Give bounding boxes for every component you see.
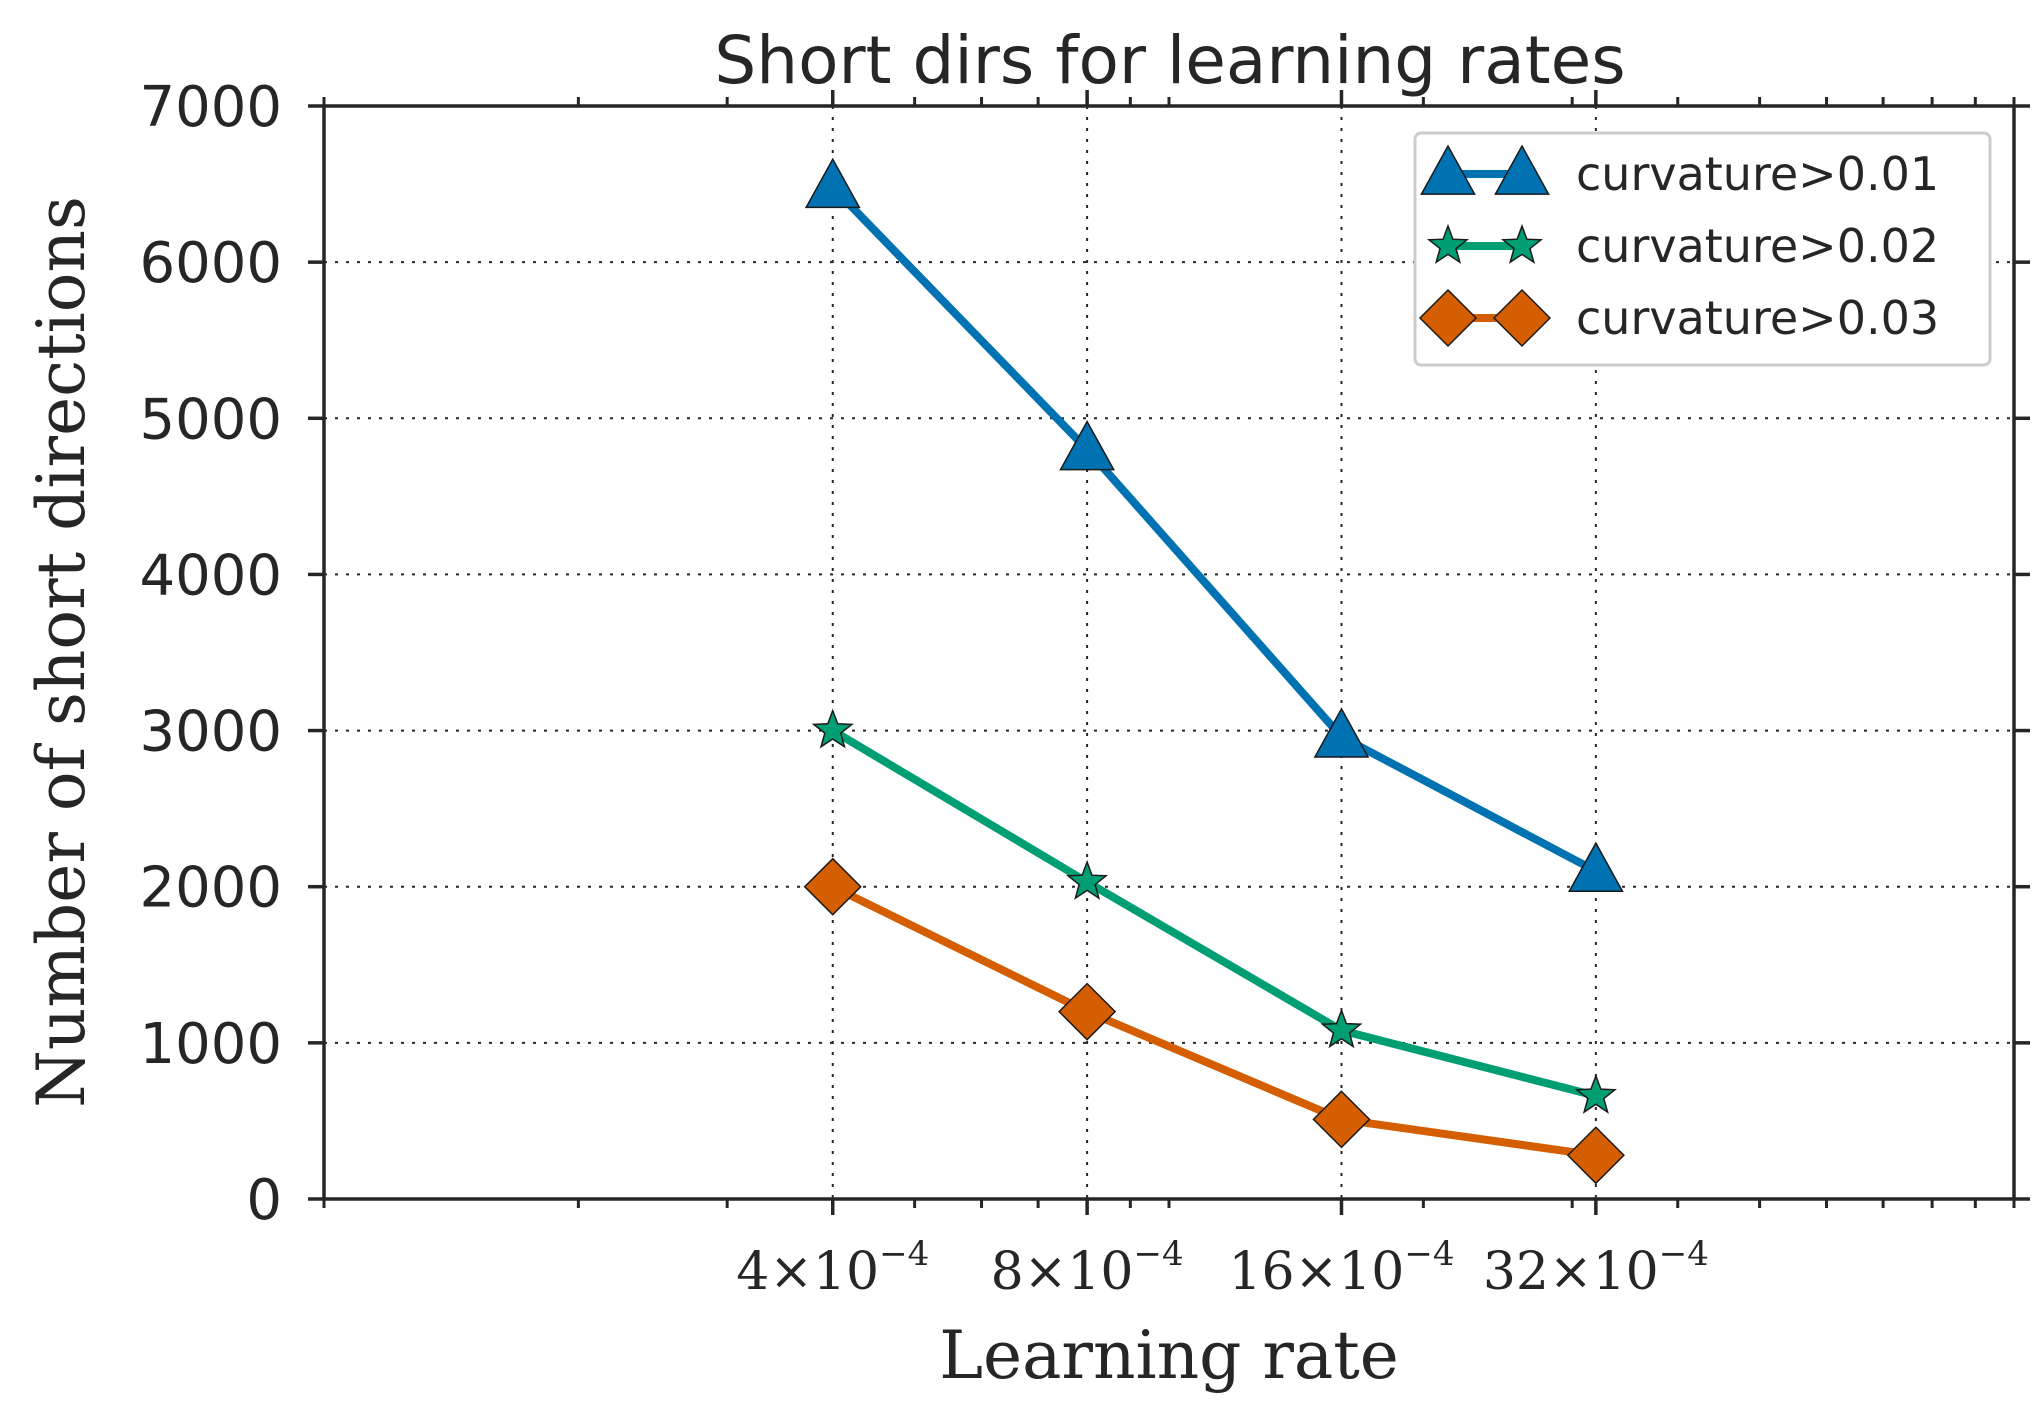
diamond-marker [1566,1126,1625,1185]
legend-entry: curvature>0.01 [1420,144,1939,201]
diamond-marker [1058,982,1117,1041]
star-marker [1320,1008,1363,1049]
legend: curvature>0.01 curvature>0.02 curvature>0.… [1413,131,1992,367]
legend-entry: curvature>0.02 [1426,219,1939,273]
triangle-marker [1420,144,1476,195]
x-tick-label: 32×10−4 [1483,1234,1709,1302]
y-tick-label: 2000 [139,856,282,921]
series-layer [803,157,1625,1185]
x-tick-label: 8×10−4 [991,1234,1184,1302]
y-tick-label: 5000 [139,387,282,452]
y-tick-label: 0 [246,1168,282,1233]
diamond-marker [1312,1090,1371,1149]
series-line [828,726,1600,1100]
star-marker [1426,223,1470,264]
x-axis-label: Learning rate [939,1317,1399,1394]
triangle-marker [804,157,861,209]
triangle-marker [1494,144,1550,195]
plot-frame [322,104,2016,1201]
legend-frame [1413,131,1992,367]
x-axis: 4×10−4 8×10−4 16×10−4 32×10−4 [322,90,2016,1302]
star-marker [811,708,854,749]
y-tick-label: 7000 [139,75,282,140]
y-axis: 0 1000 2000 3000 4000 5000 6000 7000 [139,75,2030,1233]
star-marker [1066,859,1109,900]
series-line [828,882,1600,1160]
y-tick-label: 3000 [139,700,282,765]
diamond-marker [1492,288,1552,348]
diamond-marker [803,857,862,916]
series-line [828,183,1600,876]
y-tick-label: 6000 [139,231,282,296]
diamond-marker [1418,288,1478,348]
legend-entry: curvature>0.03 [1418,288,1939,348]
legend-label: curvature>0.03 [1576,291,1939,345]
y-axis-label: Number of short directions [23,196,100,1108]
y-tick-label: 1000 [139,1012,282,1077]
star-marker [1500,223,1544,264]
series-curvature>0.01 [804,157,1624,893]
triangle-marker [1567,841,1624,893]
x-tick-label: 4×10−4 [736,1234,929,1302]
chart-title: Short dirs for learning rates [714,22,1625,99]
series-curvature>0.02 [811,708,1617,1114]
series-curvature>0.03 [803,857,1625,1185]
triangle-marker [1313,707,1370,758]
legend-label: curvature>0.01 [1576,147,1939,201]
legend-label: curvature>0.02 [1576,219,1939,273]
star-marker [1574,1073,1617,1114]
triangle-marker [1059,419,1115,471]
x-tick-label: 16×10−4 [1228,1234,1454,1302]
y-tick-label: 4000 [139,543,282,608]
